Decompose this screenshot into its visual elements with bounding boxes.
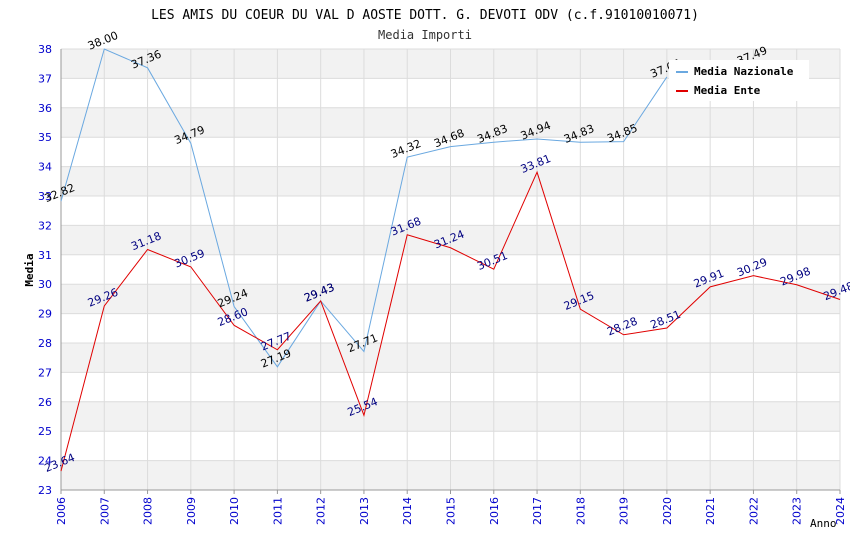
series-lines [60, 48, 841, 472]
x-tick-label: 2016 [488, 497, 501, 525]
y-tick-label: 26 [38, 396, 52, 409]
x-axis-label: Anno [810, 517, 837, 530]
chart-title: LES AMIS DU COEUR DU VAL D AOSTE DOTT. G… [151, 8, 699, 23]
x-tick-label: 2010 [228, 497, 241, 525]
y-tick-label: 27 [38, 366, 52, 379]
y-tick-label: 33 [38, 190, 52, 203]
x-tick-label: 2018 [574, 497, 587, 525]
y-tick-label: 32 [38, 219, 52, 232]
x-tick-label: 2009 [185, 497, 198, 525]
y-tick-label: 37 [38, 72, 52, 85]
y-tick-label: 31 [38, 249, 52, 262]
x-tick-label: 2021 [704, 497, 717, 525]
y-tick-label: 36 [38, 102, 52, 115]
legend-box [669, 60, 809, 101]
legend-entry: Media Ente [694, 84, 761, 97]
y-tick-label: 34 [38, 161, 52, 174]
x-tick-label: 2024 [834, 497, 847, 525]
x-tick-label: 2007 [98, 497, 111, 525]
axes: 23 24 25 26 27 28 29 30 31 32 33 34 35 36 37 38 2006 2007… [38, 43, 847, 525]
y-tick-label: 30 [38, 278, 52, 291]
x-tick-label: 2014 [401, 497, 414, 525]
y-tick-label: 29 [38, 308, 52, 321]
y-tick-label: 23 [38, 484, 52, 497]
x-tick-label: 2006 [55, 497, 68, 525]
series-line-media-ente [60, 170, 841, 472]
x-tick-label: 2017 [531, 497, 544, 525]
legend-entry: Media Nazionale [694, 65, 794, 78]
x-tick-label: 2011 [271, 497, 284, 525]
legend: Media Nazionale Media Ente [669, 60, 809, 101]
y-tick-label: 24 [38, 455, 52, 468]
x-tick-label: 2022 [747, 497, 760, 525]
y-tick-label: 35 [38, 131, 52, 144]
x-tick-label: 2019 [618, 497, 631, 525]
x-tick-label: 2020 [661, 497, 674, 525]
x-tick-label: 2013 [358, 497, 371, 525]
x-tick-label: 2023 [791, 497, 804, 525]
x-tick-label: 2015 [445, 497, 458, 525]
chart-subtitle: Media Importi [378, 28, 472, 42]
y-tick-label: 25 [38, 425, 52, 438]
series-line-media-nazionale [60, 48, 668, 368]
y-tick-label: 38 [38, 43, 52, 56]
x-tick-label: 2008 [142, 497, 155, 525]
y-axis-label: Media [23, 253, 36, 286]
x-tick-label: 2012 [315, 497, 328, 525]
y-tick-label: 28 [38, 337, 52, 350]
